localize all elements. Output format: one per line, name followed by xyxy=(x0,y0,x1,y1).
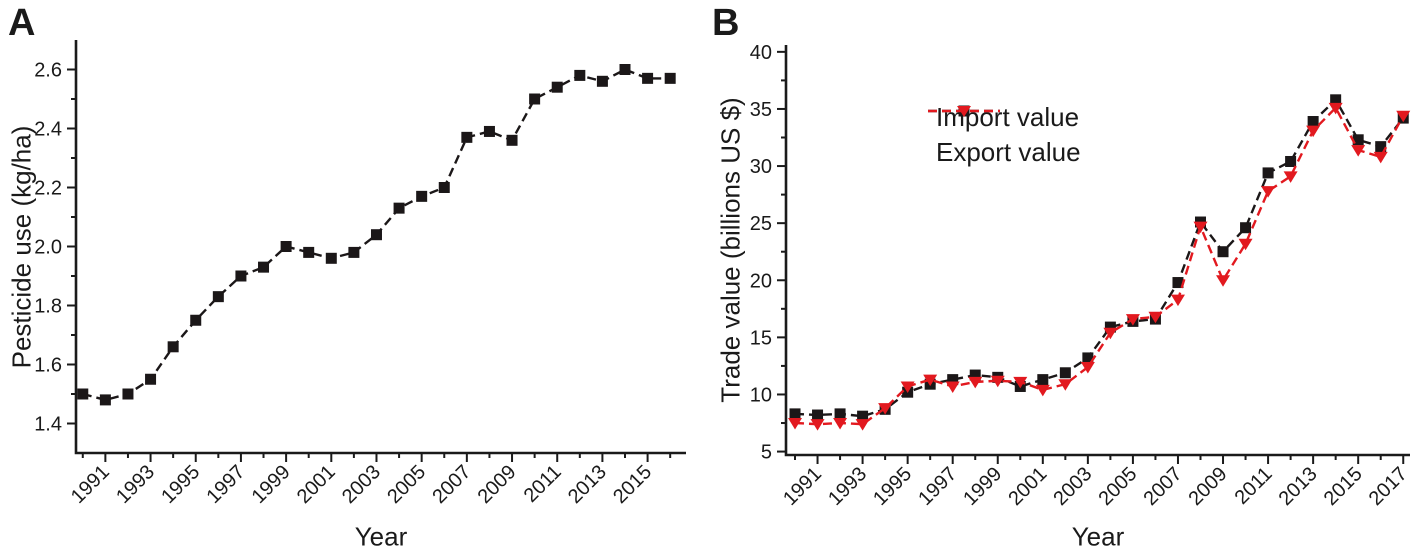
legend-row-export: Export value xyxy=(928,106,1081,168)
x-tick-label: 1993 xyxy=(824,463,871,510)
y-tick-label: 1.4 xyxy=(34,414,62,436)
export-line-triangle-icon xyxy=(928,106,1000,117)
series-import-value xyxy=(789,94,1409,422)
legend-label-export: Export value xyxy=(936,137,1081,167)
x-tick-label: 1995 xyxy=(869,463,916,510)
x-tick-label: 2013 xyxy=(564,461,611,508)
panel-b-x-axis-title: Year xyxy=(1071,521,1125,552)
y-tick-label: 2.4 xyxy=(34,119,62,141)
x-tick-label: 2015 xyxy=(609,461,656,508)
x-tick-label: 2015 xyxy=(1320,463,1367,510)
x-tick-label: 1991 xyxy=(779,463,826,510)
panel-a-plot: 1.4 1.6 1.8 2.0 2.2 2.4 2.6 1991199319951997199… xyxy=(34,40,686,508)
panel-b-legend: Import value Export value xyxy=(928,102,1081,168)
x-tick-label: 2011 xyxy=(520,461,566,507)
x-tick-label: 1999 xyxy=(959,463,1006,510)
axes xyxy=(74,40,686,455)
x-tick-label: 1991 xyxy=(67,461,114,508)
x-tick-label: 2017 xyxy=(1365,463,1412,510)
panel-b-label: B xyxy=(712,2,740,44)
series-export-value xyxy=(788,102,1411,431)
series-pesticide-use xyxy=(77,64,676,406)
panel-a-y-axis-title: Pesticide use (kg/ha) xyxy=(6,125,37,369)
panel-b-y-axis-title: Trade value (billions US $) xyxy=(715,97,746,403)
y-tick-label: 2.0 xyxy=(34,237,62,259)
x-tick-label: 2007 xyxy=(428,461,475,508)
x-tick-label: 1997 xyxy=(914,463,961,510)
x-tick-label: 2011 xyxy=(1231,463,1277,509)
y-tick-label: 20 xyxy=(750,270,772,292)
y-tick-label: 10 xyxy=(750,384,772,406)
x-tick-label: 2009 xyxy=(1185,463,1232,510)
x-tick-label: 1997 xyxy=(202,461,249,508)
x-tick-label: 2005 xyxy=(1094,463,1141,510)
x-tick-label: 1993 xyxy=(112,461,159,508)
x-tick-label: 2001 xyxy=(1004,463,1051,510)
y-tick-label: 15 xyxy=(750,327,772,349)
y-tick-label: 2.2 xyxy=(34,178,62,200)
y-tick-label: 2.6 xyxy=(34,60,62,82)
x-tick-label: 2003 xyxy=(338,461,385,508)
panel-a-label: A xyxy=(8,2,36,44)
y-tick-label: 40 xyxy=(750,42,772,64)
x-tick-label: 2013 xyxy=(1275,463,1322,510)
x-tick-label: 1995 xyxy=(157,461,204,508)
x-tick-label: 2005 xyxy=(383,461,430,508)
x-tick-label: 2009 xyxy=(474,461,521,508)
x-tick-label: 2007 xyxy=(1139,463,1186,510)
y-tick-label: 1.8 xyxy=(34,296,62,318)
y-tick-label: 1.6 xyxy=(34,355,62,377)
y-tick-label: 5 xyxy=(761,442,772,464)
x-tick-label: 2003 xyxy=(1049,463,1096,510)
y-tick-label: 25 xyxy=(750,213,772,235)
y-tick-label: 35 xyxy=(750,99,772,121)
panel-a-x-axis-title: Year xyxy=(354,521,408,552)
panel-b-plot: 5101520253035401991199319951997199920012… xyxy=(750,42,1412,510)
y-tick-label: 30 xyxy=(750,156,772,178)
axes xyxy=(784,45,1410,457)
x-tick-label: 1999 xyxy=(248,461,295,508)
x-tick-label: 2001 xyxy=(293,461,340,508)
